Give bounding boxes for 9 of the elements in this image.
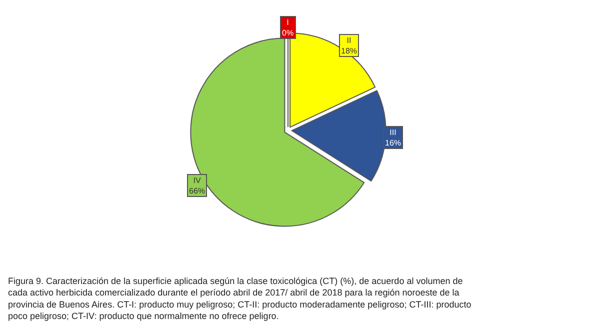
slice-label: II bbox=[346, 36, 352, 45]
category-label: I bbox=[286, 18, 289, 27]
data-label: 66% bbox=[189, 186, 206, 196]
data-label: 16% bbox=[385, 138, 402, 148]
slice-label: IV bbox=[193, 176, 202, 185]
text: 0% bbox=[282, 28, 294, 38]
data-label: 18% bbox=[341, 46, 358, 56]
slice-label: III bbox=[390, 128, 396, 137]
text: Figura 9. Caracterización de la superficie aplicada según la clase toxicológica (CT) (%), de acuerdo al volumen de cada activo herbicida comercializado durante el período abril de 2017/ abril de 2018 para la región noroeste de la provincia de Buenos Aires. CT-I: producto muy peligroso; CT-II: producto moderadamente peligroso; CT-III: producto poco peligroso; CT-IV: producto que normalmente no ofrece peligro. bbox=[8, 276, 472, 322]
